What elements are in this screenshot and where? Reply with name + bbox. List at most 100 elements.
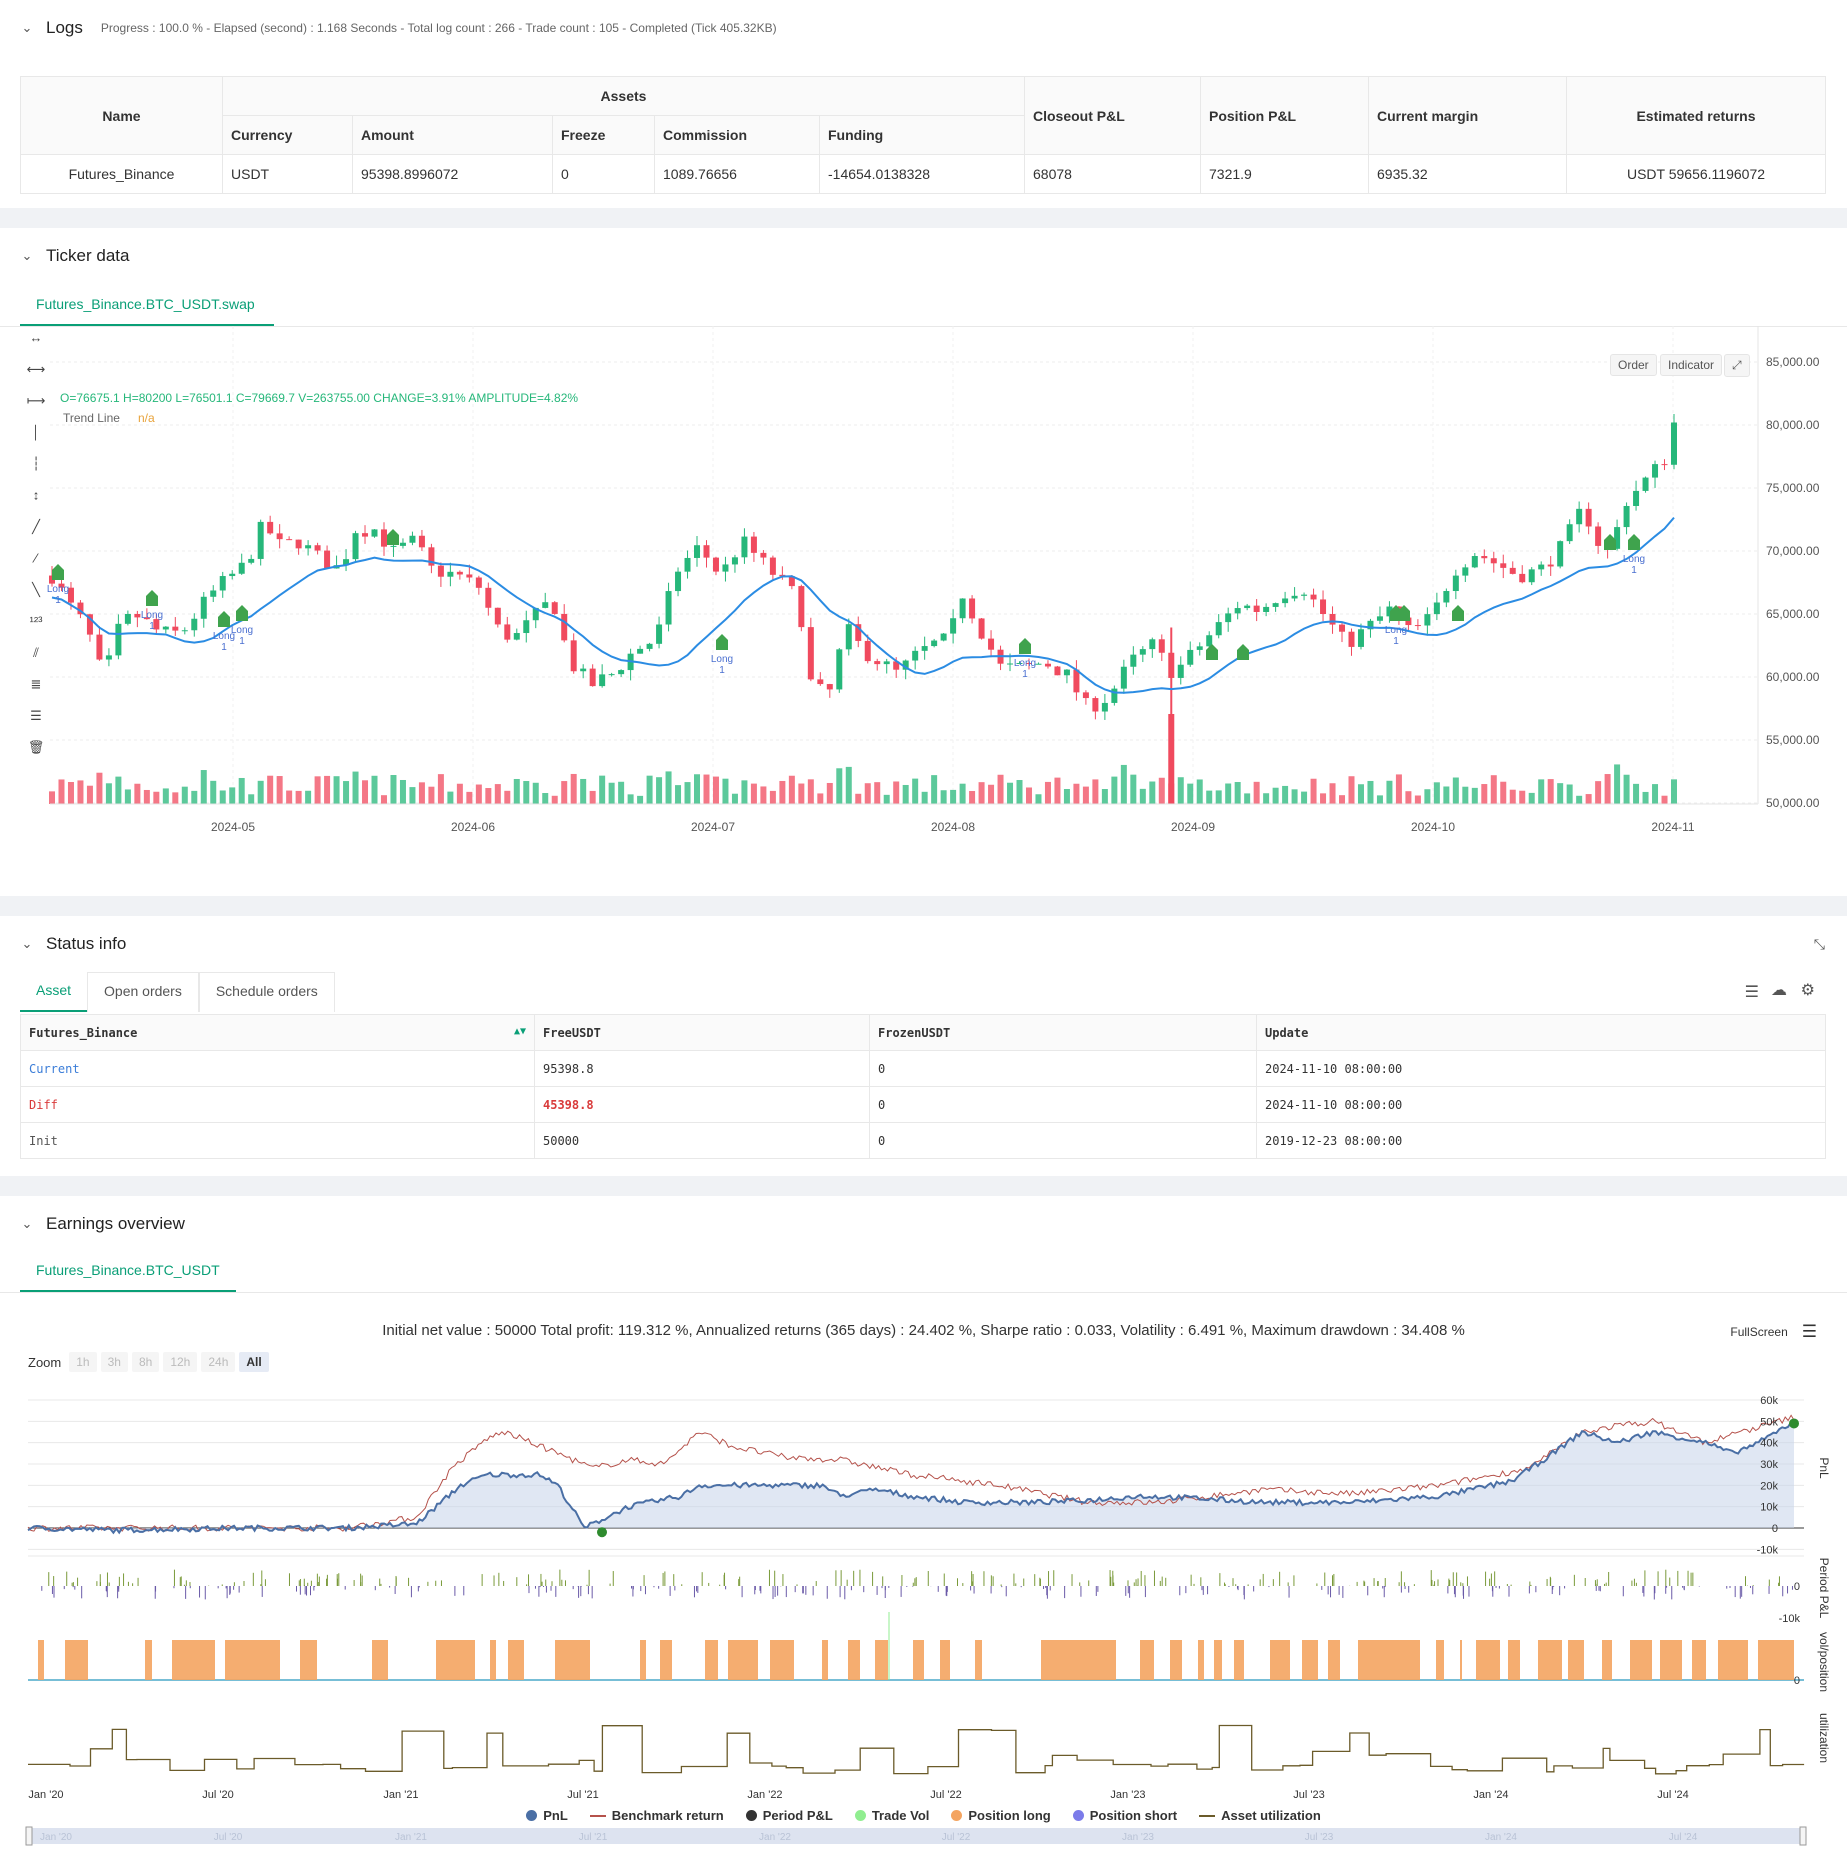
legend-swatch-icon bbox=[1199, 1814, 1216, 1817]
ray-icon[interactable]: ⁄ bbox=[32, 551, 39, 566]
logs-header[interactable]: ⌄ Logs Progress : 100.0 % - Elapsed (sec… bbox=[20, 18, 777, 38]
ticker-header[interactable]: ⌄ Ticker data bbox=[20, 246, 130, 266]
status-header[interactable]: ⌄ Status info bbox=[20, 934, 127, 954]
table-row: Init 50000 0 2019-12-23 08:00:00 bbox=[20, 1122, 1826, 1159]
candlestick-chart[interactable]: ↔⟷⟼│┆↕╱⁄╲¹²³⫽≣☰🗑 Long1Long1Long1Long1Lon… bbox=[0, 326, 1847, 896]
segment-icon[interactable]: ╲ bbox=[31, 581, 41, 598]
candle-body bbox=[1244, 605, 1251, 609]
crosshair-icon[interactable]: ↔ bbox=[30, 330, 43, 345]
zoom-8h[interactable]: 8h bbox=[131, 1352, 160, 1372]
navigator-tick-label: Jul '22 bbox=[942, 1832, 971, 1843]
volume-bar bbox=[1339, 795, 1346, 804]
legend-item[interactable]: Position short bbox=[1072, 1808, 1177, 1823]
expand-icon[interactable]: ⤢ bbox=[1724, 354, 1750, 377]
candle-body bbox=[314, 545, 321, 551]
volume-bar bbox=[229, 787, 236, 804]
menu-icon[interactable]: ☰ bbox=[1801, 1322, 1817, 1341]
legend-item[interactable]: Benchmark return bbox=[589, 1808, 724, 1823]
candle-body bbox=[931, 640, 938, 647]
long-arrow-icon[interactable] bbox=[1604, 534, 1616, 550]
position-long-block bbox=[1508, 1640, 1520, 1680]
vertical-line-icon[interactable]: │ bbox=[32, 425, 40, 441]
zoom-3h[interactable]: 3h bbox=[100, 1352, 128, 1372]
trend-line-icon[interactable]: ╱ bbox=[31, 518, 41, 535]
chevron-down-icon[interactable]: ⌄ bbox=[21, 1216, 33, 1231]
long-arrow-icon[interactable] bbox=[1398, 605, 1410, 621]
long-arrow-icon[interactable] bbox=[1452, 605, 1464, 621]
volume-bar bbox=[324, 775, 331, 804]
gear-icon[interactable]: ⚙ bbox=[1800, 982, 1815, 999]
legend-item[interactable]: PnL bbox=[526, 1808, 568, 1823]
status-tabs: Asset Open orders Schedule orders bbox=[20, 972, 335, 1012]
vertical-ray-icon[interactable]: ↕ bbox=[33, 488, 40, 503]
tab-open-orders[interactable]: Open orders bbox=[87, 972, 199, 1012]
position-long-block bbox=[65, 1640, 88, 1680]
tab-btc-usdt-swap[interactable]: Futures_Binance.BTC_USDT.swap bbox=[20, 286, 274, 326]
ohlc-readout: O=76675.1 H=80200 L=76501.1 C=79669.7 V=… bbox=[60, 391, 578, 405]
fullscreen-button[interactable]: FullScreen ☰ bbox=[1730, 1322, 1817, 1341]
price-label-icon[interactable]: ¹²³ bbox=[30, 614, 44, 629]
earnings-chart[interactable]: 60k 50k 40k 30k 20k 10k 0 -10k PnL Period P&L vol/… bbox=[0, 1380, 1847, 1850]
zoom-all[interactable]: All bbox=[239, 1352, 269, 1372]
long-marker[interactable] bbox=[387, 529, 399, 545]
col-exchange[interactable]: Futures_Binance ▲▼ bbox=[20, 1014, 535, 1051]
zoom-1h[interactable]: 1h bbox=[69, 1352, 97, 1372]
trash-icon[interactable]: 🗑 bbox=[28, 740, 45, 755]
legend-item[interactable]: Position long bbox=[951, 1808, 1051, 1823]
volume-bar bbox=[1604, 774, 1611, 804]
x-tick-label: Jul '22 bbox=[930, 1789, 961, 1801]
y-tick-label: 0 bbox=[1772, 1523, 1778, 1535]
long-arrow-icon bbox=[387, 529, 399, 545]
long-arrow-icon[interactable] bbox=[1237, 644, 1249, 660]
fib-icon[interactable]: ≣ bbox=[31, 677, 42, 692]
legend-item[interactable]: Asset utilization bbox=[1199, 1808, 1321, 1823]
candle-body bbox=[1044, 663, 1051, 667]
zoom-12h[interactable]: 12h bbox=[163, 1352, 198, 1372]
horizontal-line-icon[interactable]: ⟷ bbox=[27, 362, 46, 377]
earnings-header[interactable]: ⌄ Earnings overview bbox=[20, 1214, 185, 1234]
chevron-down-icon[interactable]: ⌄ bbox=[21, 20, 33, 35]
volume-bar bbox=[257, 780, 264, 804]
volume-bar bbox=[1642, 791, 1649, 804]
legend-item[interactable]: Period P&L bbox=[745, 1808, 833, 1823]
horizontal-ray-icon[interactable]: ⟼ bbox=[27, 393, 46, 408]
navigator-track[interactable] bbox=[28, 1828, 1804, 1844]
tab-asset[interactable]: Asset bbox=[20, 972, 88, 1012]
volume-bar bbox=[1433, 782, 1440, 804]
zoom-24h[interactable]: 24h bbox=[201, 1352, 236, 1372]
chevron-down-icon[interactable]: ⌄ bbox=[21, 248, 33, 263]
collapse-icon[interactable]: ⤡ bbox=[1813, 936, 1825, 952]
ruler-icon[interactable]: ☰ bbox=[30, 708, 42, 723]
volume-bar bbox=[1177, 777, 1184, 804]
volume-bar bbox=[1661, 795, 1668, 804]
navigator-handle-right[interactable] bbox=[1799, 1826, 1807, 1846]
parallel-channel-icon[interactable]: ⫽ bbox=[32, 645, 39, 660]
tab-schedule-orders[interactable]: Schedule orders bbox=[198, 972, 335, 1012]
candle-body bbox=[712, 557, 719, 572]
candle-body bbox=[124, 613, 131, 624]
long-arrow-icon[interactable] bbox=[1206, 644, 1218, 660]
volume-bar bbox=[694, 774, 701, 804]
sort-icon[interactable]: ▲▼ bbox=[513, 1025, 526, 1037]
tab-btc-usdt[interactable]: Futures_Binance.BTC_USDT bbox=[20, 1252, 236, 1292]
cloud-download-icon[interactable]: ☁ bbox=[1771, 982, 1787, 999]
x-tick-label: 2024-10 bbox=[1411, 820, 1455, 834]
candle-body bbox=[902, 660, 909, 670]
vertical-segment-icon[interactable]: ┆ bbox=[32, 456, 40, 471]
position-long-block bbox=[225, 1640, 280, 1680]
list-icon[interactable]: ☰ bbox=[1744, 984, 1759, 1001]
legend-item[interactable]: Trade Vol bbox=[854, 1808, 929, 1823]
chevron-down-icon[interactable]: ⌄ bbox=[21, 936, 33, 951]
candle-body bbox=[86, 614, 93, 635]
order-button[interactable]: Order bbox=[1610, 354, 1657, 376]
navigator-handle-left[interactable] bbox=[25, 1826, 33, 1846]
indicator-button[interactable]: Indicator bbox=[1660, 354, 1723, 376]
y-tick-label: 20k bbox=[1760, 1480, 1778, 1492]
